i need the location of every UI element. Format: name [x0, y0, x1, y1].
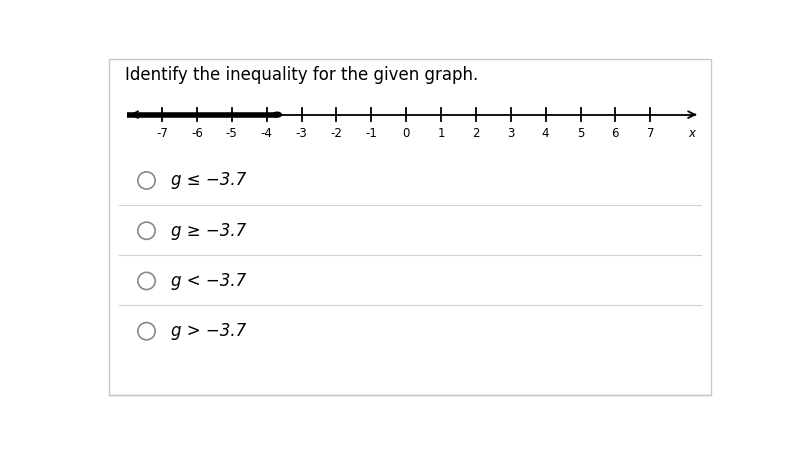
Text: 7: 7: [646, 127, 654, 140]
Text: 0: 0: [402, 127, 410, 140]
Text: g ≤ −3.7: g ≤ −3.7: [171, 171, 246, 189]
Text: 2: 2: [472, 127, 480, 140]
Text: -6: -6: [191, 127, 203, 140]
Text: -2: -2: [330, 127, 342, 140]
Text: g > −3.7: g > −3.7: [171, 322, 246, 340]
Text: -1: -1: [366, 127, 377, 140]
Text: g ≥ −3.7: g ≥ −3.7: [171, 222, 246, 240]
Text: 1: 1: [438, 127, 445, 140]
Text: -5: -5: [226, 127, 238, 140]
Text: x: x: [688, 127, 695, 140]
Text: 3: 3: [507, 127, 514, 140]
Text: 4: 4: [542, 127, 550, 140]
Text: Identify the inequality for the given graph.: Identify the inequality for the given gr…: [125, 66, 478, 84]
Text: g < −3.7: g < −3.7: [171, 272, 246, 290]
Text: -4: -4: [261, 127, 273, 140]
Text: -7: -7: [156, 127, 168, 140]
Circle shape: [273, 112, 282, 117]
Text: 5: 5: [577, 127, 584, 140]
Text: -3: -3: [296, 127, 307, 140]
Text: 6: 6: [612, 127, 619, 140]
